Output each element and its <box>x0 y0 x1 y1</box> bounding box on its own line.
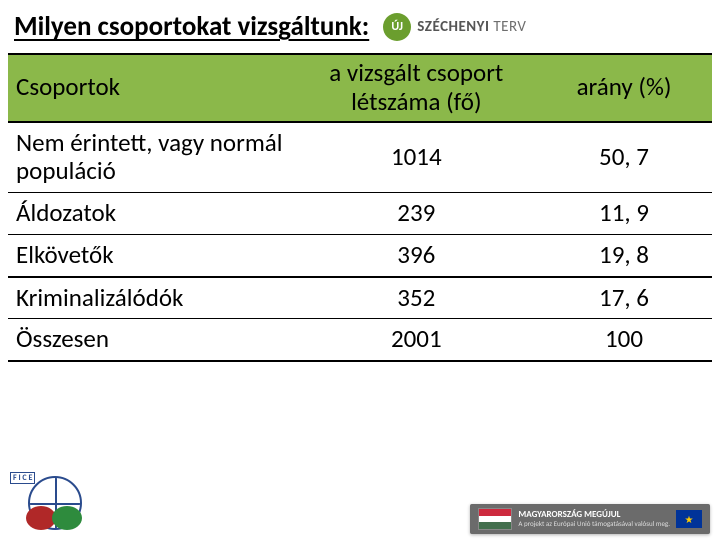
table-cell: 100 <box>536 319 712 361</box>
table-cell: 352 <box>297 277 536 319</box>
col-header-count: a vizsgált csoport létszáma (fő) <box>297 54 536 122</box>
table-row: Elkövetők39619, 8 <box>8 234 712 276</box>
table-cell: 50, 7 <box>536 122 712 193</box>
table-cell: 19, 8 <box>536 234 712 276</box>
table-row: Összesen2001100 <box>8 319 712 361</box>
table-cell: 396 <box>297 234 536 276</box>
table-cell: Elkövetők <box>8 234 297 276</box>
title-row: Milyen csoportokat vizsgáltunk: ÚJ SZÉCH… <box>0 0 720 47</box>
fice-logo: F I C E <box>10 472 100 534</box>
footer: F I C E MAGYARORSZÁG MEGÚJUL A projekt a… <box>0 470 720 540</box>
table-row: Nem érintett, vagy normál populáció10145… <box>8 122 712 193</box>
leaf-green-icon <box>52 506 82 530</box>
page-title: Milyen csoportokat vizsgáltunk: <box>14 10 369 43</box>
table-cell: 239 <box>297 193 536 235</box>
col-header-group: Csoportok <box>8 54 297 122</box>
fice-tag: F I C E <box>10 472 35 484</box>
col-header-ratio: arány (%) <box>536 54 712 122</box>
table-row: Áldozatok23911, 9 <box>8 193 712 235</box>
hu-flag-icon <box>478 508 512 530</box>
table-cell: Nem érintett, vagy normál populáció <box>8 122 297 193</box>
table-header: Csoportok a vizsgált csoport létszáma (f… <box>8 54 712 122</box>
brand-bold: SZÉCHENYI <box>417 18 489 36</box>
data-table: Csoportok a vizsgált csoport létszáma (f… <box>8 53 712 362</box>
table-cell: 1014 <box>297 122 536 193</box>
brand-badge: ÚJ SZÉCHENYI TERV <box>383 13 526 41</box>
gov-sub: A projekt az Európai Unió támogatásával … <box>518 520 670 528</box>
table-row: Kriminalizálódók35217, 6 <box>8 277 712 319</box>
brand-circle-icon: ÚJ <box>383 13 411 41</box>
table-cell: 17, 6 <box>536 277 712 319</box>
table-body: Nem érintett, vagy normál populáció10145… <box>8 122 712 362</box>
gov-text: MAGYARORSZÁG MEGÚJUL A projekt az Európa… <box>518 510 670 528</box>
table-cell: 11, 9 <box>536 193 712 235</box>
flag-stripe-white <box>479 516 511 523</box>
table-cell: Áldozatok <box>8 193 297 235</box>
table-cell: 2001 <box>297 319 536 361</box>
brand-rest: TERV <box>489 18 526 36</box>
brand-text: SZÉCHENYI TERV <box>417 18 526 36</box>
gov-logo: MAGYARORSZÁG MEGÚJUL A projekt az Európa… <box>470 504 710 534</box>
flag-stripe-red <box>479 509 511 516</box>
table-cell: Kriminalizálódók <box>8 277 297 319</box>
table-cell: Összesen <box>8 319 297 361</box>
eu-flag-icon: ★ <box>676 510 702 528</box>
flag-stripe-green <box>479 522 511 529</box>
